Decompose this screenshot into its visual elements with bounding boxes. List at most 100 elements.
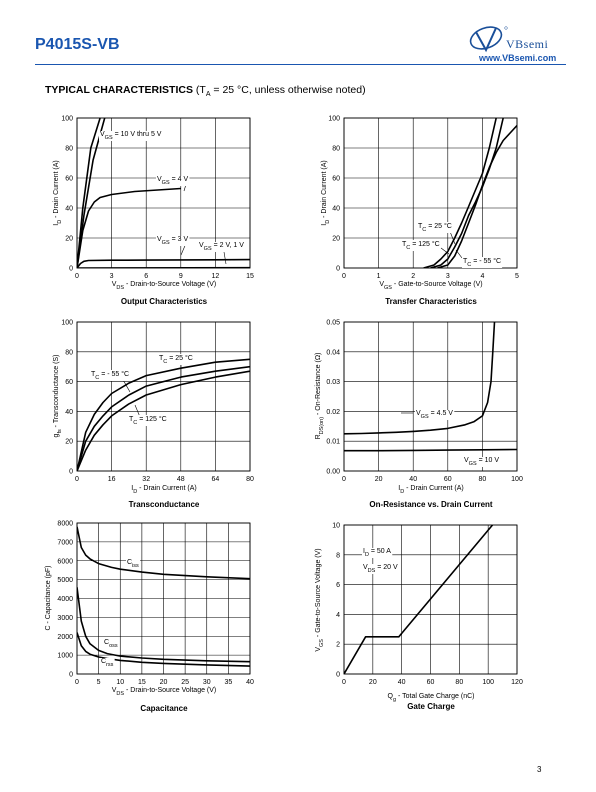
capacitance-chart-title: Capacitance	[140, 704, 188, 713]
onres-y-tick-label: 0.02	[326, 409, 340, 416]
onres-annotation-label: VGS = 4.5 V	[416, 410, 453, 420]
gatecharge-x-tick-label: 80	[455, 679, 463, 686]
output-x-axis-label: VDS - Drain-to-Source Voltage (V)	[112, 281, 217, 291]
capacitance-annotation-bg	[126, 559, 141, 569]
onres-annotation-bg	[463, 457, 501, 467]
gatecharge-y-tick-label: 6	[336, 582, 340, 589]
section-title-sub: A	[205, 91, 211, 99]
vbsemi-logo	[469, 26, 508, 53]
gate-charge-chart-title: Gate Charge	[407, 702, 455, 711]
transfer-annotation-label: TC = - 55 °C	[463, 257, 501, 268]
output-y-tick-label: 40	[65, 206, 73, 213]
transfer-y-axis-label: ID - Drain Current (A)	[321, 160, 331, 225]
transconductance-x-tick-label: 0	[75, 476, 79, 483]
capacitance-y-axis-label: C - Capacitance (pF)	[45, 566, 52, 631]
transconductance-annotation-bg	[128, 415, 168, 426]
capacitance-plot-frame	[76, 522, 251, 675]
capacitance-x-tick-label: 15	[138, 679, 146, 686]
output-annotation-label: VGS = 10 V thru 5 V	[100, 131, 162, 141]
transconductance-annotation-bg	[158, 354, 194, 365]
on-resistance-chart-title: On-Resistance vs. Drain Current	[369, 500, 493, 509]
transfer-series-line-1	[423, 118, 497, 268]
capacitance-series-line-0	[77, 526, 250, 580]
output-x-tick-label: 6	[144, 273, 148, 280]
capacitance-y-tick-label: 5000	[57, 577, 73, 584]
gatecharge-x-axis-label: Qg - Total Gate Charge (nC)	[388, 693, 475, 703]
capacitance-y-tick-label: 1000	[57, 653, 73, 660]
transconductance-annotation-bg	[90, 370, 131, 381]
output-y-tick-label: 0	[69, 266, 73, 273]
gatecharge-x-tick-label: 100	[482, 679, 494, 686]
transfer-annotation-label: TC = 125 °C	[402, 240, 440, 251]
page-number: 3	[537, 765, 542, 774]
output-y-tick-label: 100	[61, 116, 73, 123]
transconductance-x-axis-label: ID - Drain Current (A)	[131, 485, 196, 495]
transfer-annotation-bg	[417, 222, 453, 233]
section-title-open: (T	[192, 84, 206, 96]
section-title-bold: TYPICAL CHARACTERISTICS	[45, 84, 193, 96]
gatecharge-plot-group: 0 20 40 60 80 100 120 0 2 4 6 8 10 Qg - Total Gate Ch…	[315, 523, 523, 704]
transfer-plot-group: 0 1 2 3 4 5 0 20 40 60 80 100 VGS - Gate-to-Source V…	[321, 116, 519, 292]
onres-series-line-0	[344, 322, 496, 435]
capacitance-y-tick-label: 2000	[57, 634, 73, 641]
capacitance-x-tick-label: 35	[224, 679, 232, 686]
output-x-tick-label: 12	[212, 273, 220, 280]
onres-x-tick-label: 0	[342, 476, 346, 483]
transconductance-y-tick-label: 40	[65, 409, 73, 416]
transfer-annotation-label: TC = 25 °C	[418, 222, 452, 233]
capacitance-x-tick-label: 0	[75, 679, 79, 686]
onres-y-axis-label: RDS(on) - On-Resistance (Ω)	[315, 353, 325, 440]
output-x-tick-label: 15	[246, 273, 254, 280]
gatecharge-series-line-0	[344, 525, 494, 674]
capacitance-y-tick-label: 6000	[57, 558, 73, 565]
gatecharge-y-tick-label: 10	[332, 523, 340, 530]
capacitance-x-tick-label: 40	[246, 679, 254, 686]
transfer-annotation-bg	[401, 240, 441, 251]
transfer-x-tick-label: 1	[377, 273, 381, 280]
onres-annotation-bg	[415, 410, 455, 420]
transconductance-y-tick-label: 0	[69, 469, 73, 476]
transconductance-plot-frame	[76, 321, 251, 472]
transfer-y-tick-label: 60	[332, 176, 340, 183]
output-series-line-0	[77, 118, 101, 268]
capacitance-x-axis-label: VDS - Drain-to-Source Voltage (V)	[112, 687, 217, 697]
output-annotation-bg	[198, 242, 246, 252]
capacitance-y-tick-label: 0	[69, 672, 73, 679]
capacitance-x-tick-label: 25	[181, 679, 189, 686]
capacitance-annotation-label: Ciss	[127, 559, 139, 569]
onres-y-tick-label: 0.04	[326, 349, 340, 356]
transconductance-y-axis-label: gfs - Transconductance (S)	[53, 355, 63, 438]
onres-y-tick-label: 0.05	[326, 320, 340, 327]
onres-y-tick-label: 0.01	[326, 439, 340, 446]
section-title: TYPICAL CHARACTERISTICS (TA = 25 °C, unl…	[45, 84, 366, 98]
output-plot-group: 0 3 6 9 12 15 0 20 40 60 80 100 VDS - Drain-to-Sourc…	[53, 116, 254, 292]
capacitance-annotation-label: Crss	[101, 658, 114, 668]
capacitance-x-tick-label: 20	[160, 679, 168, 686]
transconductance-annotation-label: TC = 125 °C	[129, 415, 167, 426]
capacitance-y-tick-label: 8000	[57, 521, 73, 528]
gatecharge-y-axis-label: VGS - Gate-to-Source Voltage (V)	[315, 548, 325, 651]
transfer-y-tick-label: 0	[336, 266, 340, 273]
transconductance-x-tick-label: 64	[212, 476, 220, 483]
capacitance-x-tick-label: 30	[203, 679, 211, 686]
transconductance-x-tick-label: 80	[246, 476, 254, 483]
transconductance-y-tick-label: 80	[65, 349, 73, 356]
logo-url-link[interactable]: www.VBsemi.com	[479, 53, 557, 63]
gatecharge-annotation-bg	[362, 548, 393, 558]
transfer-chart-title: Transfer Characteristics	[385, 297, 477, 306]
transconductance-annotation-label: TC = - 55 °C	[91, 370, 129, 381]
gatecharge-y-tick-label: 2	[336, 642, 340, 649]
transconductance-y-tick-label: 20	[65, 439, 73, 446]
transfer-y-tick-label: 100	[328, 116, 340, 123]
output-annotation-bg	[156, 176, 190, 186]
transfer-series-line-2	[437, 124, 517, 268]
transconductance-chart-title: Transconductance	[128, 500, 200, 509]
transfer-x-tick-label: 5	[515, 273, 519, 280]
transconductance-x-tick-label: 32	[142, 476, 150, 483]
transconductance-x-tick-label: 16	[108, 476, 116, 483]
gatecharge-annotation-bg	[362, 564, 400, 574]
onres-x-tick-label: 100	[511, 476, 523, 483]
